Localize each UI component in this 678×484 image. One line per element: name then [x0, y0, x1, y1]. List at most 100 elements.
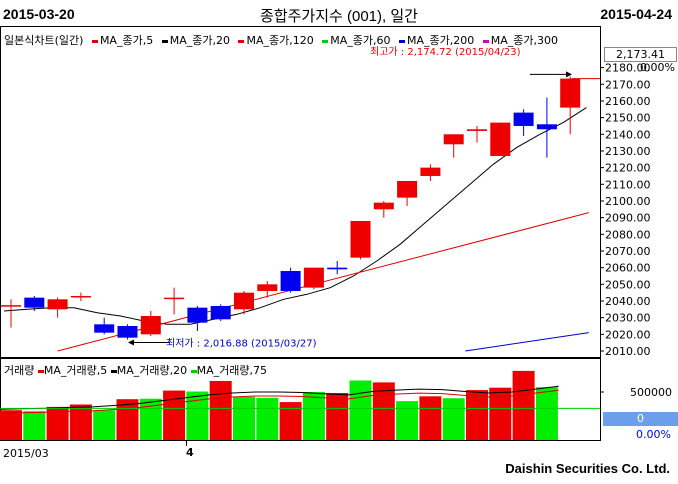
candle-body [327, 267, 348, 270]
volume-ma-line-5 [0, 389, 559, 414]
y-tick-label: 2070.00 [605, 245, 651, 258]
volume-chart-label: 거래량 [4, 364, 35, 377]
current-volume-box: 0 [603, 412, 678, 426]
volume-panel-border [0, 358, 601, 441]
legend-item-vol-ma20: MA_거래량,20 [110, 364, 187, 377]
candle-body [234, 292, 254, 310]
y-tick-label: 2110.00 [605, 178, 651, 191]
volume-bar [535, 387, 558, 440]
volume-bar [0, 410, 22, 440]
legend-item-ma200: MA_종가,200 [398, 34, 474, 47]
candle-body [70, 295, 91, 298]
legend-swatch-ma200 [398, 39, 405, 43]
volume-bar [326, 392, 349, 440]
volume-ma-line-20 [0, 385, 559, 410]
candle-body [513, 112, 534, 126]
x-label-march: 2015/03 [3, 447, 49, 460]
volume-bar [186, 391, 209, 440]
legend-item-ma20: MA_종가,20 [161, 34, 230, 47]
volume-bar [349, 380, 372, 440]
legend-item-ma5: MA_종가,5 [91, 34, 153, 47]
y-tick-label: 2120.00 [605, 162, 651, 175]
candle-body [164, 297, 185, 300]
candle-body [140, 315, 161, 335]
legend-swatch-ma120 [238, 39, 245, 43]
candlesticks [1, 76, 581, 340]
y-tick-label: 2010.00 [605, 345, 651, 358]
chart-title: 종합주가지수 (001), 일간 [260, 8, 418, 25]
y-tick-label: 2030.00 [605, 312, 651, 325]
volume-legend: 거래량 MA_거래량,5 MA_거래량,20 MA_거래량,75 [4, 362, 267, 378]
volume-bar [209, 380, 232, 440]
candle-body [24, 297, 45, 308]
ma-line-short [3, 107, 587, 325]
candle-body [303, 267, 324, 288]
volume-moving-averages [0, 385, 600, 414]
low-arrowhead [128, 339, 134, 346]
annotations: 최고가 : 2,174.72 (2015/04/23) 최저가 : 2,016.8… [128, 46, 600, 350]
volume-tick-label: 500000 [630, 386, 672, 399]
candle-body [47, 299, 68, 310]
x-label-april: 4 [186, 446, 194, 459]
chart-frame [0, 26, 601, 446]
volume-bars [0, 370, 558, 440]
volume-bar [466, 390, 488, 440]
volume-bar [279, 402, 302, 440]
y-tick-label: 2040.00 [605, 295, 651, 308]
y-tick-label: 2180.00 [605, 62, 651, 75]
y-tick-label: 2060.00 [605, 262, 651, 275]
volume-bar [69, 404, 92, 440]
candle-body [210, 305, 231, 320]
candle-body [94, 324, 115, 333]
volume-bar [46, 406, 69, 440]
legend-swatch-ma20 [161, 39, 168, 43]
volume-bar [233, 396, 255, 440]
legend-swatch-vol-ma5 [37, 369, 44, 373]
y-tick-label: 2130.00 [605, 145, 651, 158]
volume-bar [23, 411, 46, 440]
candle-body [536, 124, 557, 130]
y-tick-label: 2020.00 [605, 328, 651, 341]
volume-bar [396, 401, 419, 440]
legend-item-vol-ma5: MA_거래량,5 [37, 364, 107, 377]
ma-line-200 [465, 332, 589, 352]
candle-body [117, 325, 138, 338]
legend-item-ma300: MA_종가,300 [482, 34, 558, 47]
y-tick-label: 2170.00 [605, 78, 651, 91]
candle-body [1, 305, 21, 307]
candle-body [373, 202, 394, 210]
legend-item-vol-ma75: MA_거래량,75 [190, 364, 267, 377]
candle-body [280, 270, 301, 291]
legend-swatch-vol-ma75 [190, 369, 197, 373]
candle-body [490, 122, 511, 156]
y-tick-label: 2090.00 [605, 212, 651, 225]
legend-swatch-ma300 [482, 39, 489, 43]
candle-body [350, 220, 371, 258]
candle-body [560, 78, 581, 108]
current-price-box: 2,173.41 [604, 47, 677, 62]
volume-bar [419, 396, 442, 440]
y-tick-label: 2100.00 [605, 195, 651, 208]
volume-bar [139, 398, 162, 440]
volume-bar [442, 398, 465, 440]
candle-body [187, 307, 208, 323]
price-axis: 2010.00 2020.00 2030.00 2040.00 2050.00 2060.… [600, 62, 672, 399]
volume-bar [372, 382, 395, 440]
low-annotation: 최저가 : 2,016.88 (2015/03/27) [166, 338, 317, 350]
end-date: 2015-04-24 [600, 6, 672, 22]
footer-credit: Daishin Securities Co. Ltd. [505, 461, 670, 476]
current-price-change: 0.00% [640, 61, 675, 74]
y-tick-label: 2150.00 [605, 112, 651, 125]
legend-item-ma60: MA_종가,60 [322, 34, 390, 47]
volume-bar [302, 392, 325, 440]
y-tick-label: 2160.00 [605, 95, 651, 108]
high-arrowhead [566, 71, 572, 78]
start-date: 2015-03-20 [3, 6, 75, 22]
candle-body [420, 167, 441, 176]
y-tick-label: 2140.00 [605, 128, 651, 141]
price-legend: 일본식차트(일간) MA_종가,5 MA_종가,20 MA_종가,120 MA_… [4, 32, 563, 48]
price-panel-border [0, 26, 601, 358]
volume-bar [489, 387, 512, 440]
price-chart-label: 일본식차트(일간) [4, 34, 84, 47]
